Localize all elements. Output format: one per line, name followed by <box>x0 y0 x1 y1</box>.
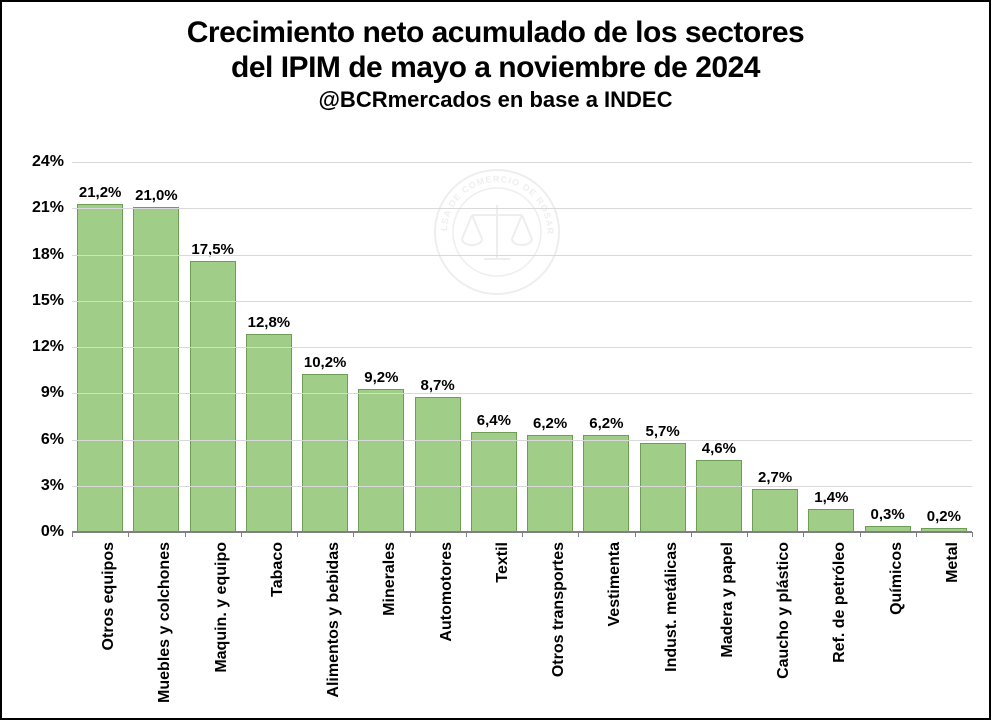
bar: 6,2% <box>583 435 629 532</box>
bar-value-label: 12,8% <box>248 314 291 331</box>
x-label-slot: Indust. metálicas <box>635 536 691 716</box>
bar: 12,8% <box>246 334 292 532</box>
x-label-slot: Vestimenta <box>578 536 634 716</box>
x-tick-label: Maquin. y equipo <box>213 542 231 673</box>
bar-value-label: 0,2% <box>927 508 961 525</box>
x-label-slot: Ref. de petróleo <box>803 536 859 716</box>
y-tick-label: 9% <box>41 384 72 402</box>
x-tick-label: Automotores <box>438 542 456 642</box>
x-tick-label: Alimentos y bebidas <box>325 542 343 698</box>
bar: 1,4% <box>808 509 854 532</box>
bar: 5,7% <box>640 443 686 532</box>
x-label-slot: Alimentos y bebidas <box>297 536 353 716</box>
x-label-slot: Caucho y plástico <box>747 536 803 716</box>
y-tick-label: 18% <box>32 246 72 264</box>
chart-frame: Crecimiento neto acumulado de los sector… <box>0 0 991 720</box>
gridline <box>72 393 972 394</box>
gridline <box>72 347 972 348</box>
bar: 4,6% <box>696 460 742 532</box>
bar-value-label: 1,4% <box>814 489 848 506</box>
x-tick-label: Metal <box>944 542 962 583</box>
bar-value-label: 4,6% <box>702 440 736 457</box>
x-label-slot: Tabaco <box>241 536 297 716</box>
gridline <box>72 255 972 256</box>
bar-value-label: 5,7% <box>646 423 680 440</box>
bar: 17,5% <box>190 261 236 532</box>
x-tick-label: Vestimenta <box>606 542 624 626</box>
x-label-slot: Metal <box>916 536 972 716</box>
x-tick-label: Otros transportes <box>550 542 568 677</box>
bar: 10,2% <box>302 374 348 532</box>
bar-value-label: 6,2% <box>589 415 623 432</box>
gridline <box>72 162 972 163</box>
bar-value-label: 21,0% <box>135 187 178 204</box>
x-label-slot: Muebles y colchones <box>128 536 184 716</box>
x-tick-label: Tabaco <box>269 542 287 597</box>
bar-value-label: 10,2% <box>304 354 347 371</box>
gridline <box>72 208 972 209</box>
gridline <box>72 532 972 533</box>
gridline <box>72 440 972 441</box>
y-tick-label: 15% <box>32 292 72 310</box>
x-tick-label: Textil <box>494 542 512 583</box>
bar-value-label: 21,2% <box>79 184 122 201</box>
bar: 2,7% <box>752 489 798 532</box>
x-tick-label: Químicos <box>888 542 906 615</box>
bar: 6,4% <box>471 432 517 532</box>
bar: 21,0% <box>133 207 179 532</box>
bar-value-label: 8,7% <box>421 377 455 394</box>
x-label-slot: Minerales <box>353 536 409 716</box>
plot-area: 21,2%21,0%17,5%12,8%10,2%9,2%8,7%6,4%6,2… <box>72 162 972 532</box>
x-tick-label: Caucho y plástico <box>775 542 793 679</box>
x-tick-label: Muebles y colchones <box>156 542 174 703</box>
y-tick-label: 6% <box>41 431 72 449</box>
y-tick-label: 21% <box>32 199 72 217</box>
x-labels: Otros equipos Muebles y colchones Maquin. … <box>72 536 972 716</box>
title-line-2: del IPIM de mayo a noviembre de 2024 <box>2 51 989 86</box>
title-line-1: Crecimiento neto acumulado de los sector… <box>2 16 989 51</box>
bar-value-label: 0,3% <box>871 506 905 523</box>
bar-value-label: 9,2% <box>364 369 398 386</box>
x-label-slot: Textil <box>466 536 522 716</box>
y-tick-label: 0% <box>41 523 72 541</box>
y-tick-label: 24% <box>32 153 72 171</box>
x-tick-label: Minerales <box>381 542 399 616</box>
bar-value-label: 2,7% <box>758 469 792 486</box>
title-block: Crecimiento neto acumulado de los sector… <box>2 2 989 113</box>
subtitle: @BCRmercados en base a INDEC <box>2 87 989 113</box>
gridline <box>72 486 972 487</box>
y-tick-label: 12% <box>32 338 72 356</box>
x-label-slot: Otros transportes <box>522 536 578 716</box>
x-tick-label: Madera y papel <box>719 542 737 658</box>
gridline <box>72 301 972 302</box>
bar: 21,2% <box>77 204 123 532</box>
x-tick <box>972 532 973 537</box>
y-tick-label: 3% <box>41 477 72 495</box>
x-label-slot: Madera y papel <box>691 536 747 716</box>
bar: 8,7% <box>415 397 461 532</box>
bar-value-label: 17,5% <box>191 241 234 258</box>
x-label-slot: Químicos <box>860 536 916 716</box>
x-tick-label: Indust. metálicas <box>663 542 681 672</box>
bar: 9,2% <box>358 389 404 532</box>
x-label-slot: Maquin. y equipo <box>185 536 241 716</box>
bar: 6,2% <box>527 435 573 532</box>
x-tick-label: Otros equipos <box>100 542 118 650</box>
bar-value-label: 6,2% <box>533 415 567 432</box>
x-label-slot: Otros equipos <box>72 536 128 716</box>
bar-value-label: 6,4% <box>477 412 511 429</box>
x-label-slot: Automotores <box>410 536 466 716</box>
x-tick-label: Ref. de petróleo <box>831 542 849 663</box>
